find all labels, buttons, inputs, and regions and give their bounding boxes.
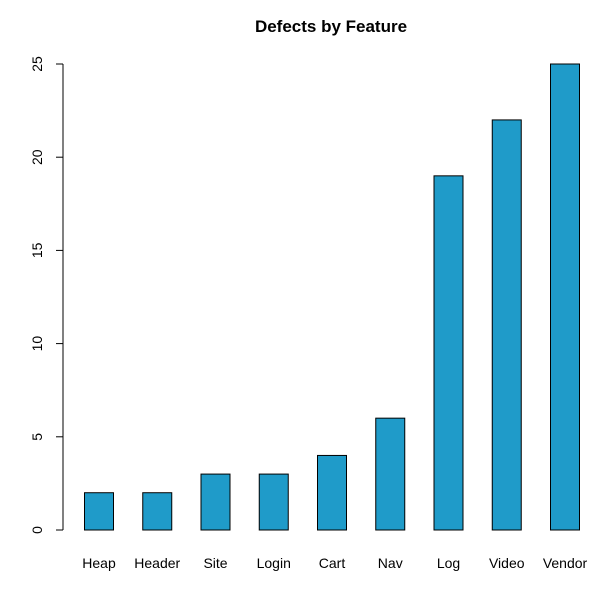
bar-cart [317, 454, 347, 531]
x-tick-label-site: Site [203, 555, 227, 571]
y-tick-label-25: 25 [29, 56, 45, 72]
x-tick-label-nav: Nav [378, 555, 403, 571]
bars-group [84, 63, 580, 531]
bar-video [491, 119, 522, 531]
bar-log [433, 175, 464, 531]
x-tick-label-video: Video [489, 555, 525, 571]
bar-nav [375, 417, 406, 531]
x-tick-label-vendor: Vendor [543, 555, 588, 571]
bar-login [258, 473, 289, 531]
x-tick-label-heap: Heap [82, 555, 116, 571]
x-tick-labels: Heap Header Site Login Cart Nav Log Video Vendor [82, 555, 587, 571]
y-tick-label-10: 10 [29, 336, 45, 352]
y-tick-label-5: 5 [29, 433, 45, 441]
x-tick-label-header: Header [134, 555, 180, 571]
x-tick-label-log: Log [437, 555, 460, 571]
x-tick-label-cart: Cart [319, 555, 346, 571]
y-axis: 0 5 10 15 20 25 [29, 56, 64, 534]
bar-vendor [550, 63, 580, 531]
chart-title: Defects by Feature [255, 17, 407, 36]
bar-site [200, 473, 231, 531]
bar-header [142, 492, 173, 531]
y-tick-label-15: 15 [29, 242, 45, 258]
y-tick-label-20: 20 [29, 149, 45, 165]
y-tick-label-0: 0 [29, 526, 45, 534]
x-tick-label-login: Login [257, 555, 291, 571]
bar-heap [84, 492, 114, 531]
